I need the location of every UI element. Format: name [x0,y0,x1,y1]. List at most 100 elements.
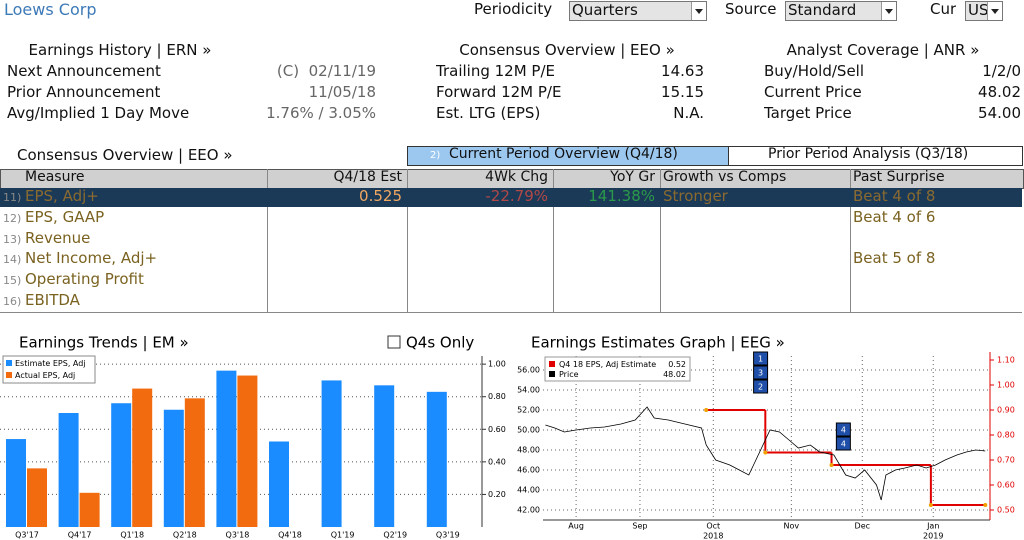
bar [132,388,153,527]
panel-title: Analyst Coverage | ANR » [786,41,980,59]
revision-count: 2 [758,383,763,392]
y2-tick-label: 0.80 [997,431,1015,440]
year-label: 2019 [923,532,943,540]
table-title: Consensus Overview | EEO » [17,146,233,164]
column-header: Measure [25,169,85,185]
panel-value: 1/2/0 [982,62,1021,80]
dropdown[interactable]: Quarters [569,1,707,21]
revision-count: 4 [841,426,846,435]
column-header: YoY Gr [610,169,655,185]
cell: -22.79% [485,187,548,205]
checkbox-label: Q4s Only [406,334,474,352]
arrow-glyph [695,9,703,14]
cell: Net Income, Adj+ [25,249,158,268]
chart-title: Earnings Estimates Graph | EEG » [531,334,785,352]
y-tick-label: 52.00 [517,406,540,415]
arrow-glyph [991,9,999,14]
tab-number: 2) [430,150,441,161]
tab[interactable] [728,146,1023,166]
bar [269,441,289,527]
dropdown-value: Quarters [572,1,638,19]
cell: Beat 4 of 8 [853,187,936,205]
dropdown[interactable]: Standard [785,1,897,21]
column-divider [407,169,408,312]
bar [79,492,100,527]
bar [216,370,237,527]
cell: Operating Profit [25,270,144,289]
column-header: Q4/18 Est [333,169,402,185]
price-line [545,406,986,501]
legend [544,356,691,382]
legend-label: Estimate EPS, Adj [15,359,86,368]
panel-label: Trailing 12M P/E [436,62,555,80]
x-tick-label: Q4'17 [68,531,92,540]
column-header: Past Surprise [853,169,945,185]
estimate-point [829,463,834,467]
panel-value: 11/05/18 [308,83,376,101]
legend-swatch [549,371,555,377]
panel-label: Target Price [764,104,852,122]
checkbox[interactable] [387,335,401,349]
estimate-point [928,503,933,507]
dropdown[interactable]: USD [965,1,1003,21]
panel-value: 1.76% / 3.05% [266,104,376,122]
panel-value: (C) 02/11/19 [276,62,376,80]
row-highlight[interactable] [0,188,1022,207]
y2-tick-label: 1.10 [997,356,1015,365]
x-tick-label: Nov [784,522,800,531]
x-tick-label: Sep [632,522,647,531]
bar [27,468,47,527]
panel-title: Consensus Overview | EEO » [459,41,675,59]
y2-tick-label: 0.50 [997,506,1015,515]
row-number: 14) [3,253,22,267]
y2-tick-label: 1.00 [997,381,1015,390]
arrow-glyph [885,9,893,14]
bar [374,385,395,527]
x-tick-label: Aug [568,522,584,531]
legend-swatch [6,360,12,366]
y-tick-label: 48.00 [517,446,540,455]
estimate-point [704,408,709,412]
row-number: 11) [3,191,22,204]
bar [58,413,79,527]
y-tick-label: 1.00 [488,360,506,369]
tab-label: Prior Period Analysis (Q3/18) [768,146,969,162]
legend-value: 48.02 [663,370,686,379]
bar [321,380,342,527]
panel-label: Current Price [764,83,862,101]
cell: Revenue [25,228,91,247]
dropdown-arrow [881,2,896,20]
revision-count: 3 [758,369,763,378]
x-tick-label: Q2'19 [383,531,407,540]
column-header: Growth vs Comps [663,169,787,185]
y-tick-label: 0.60 [488,425,506,434]
legend-label: Q4 18 EPS, Adj Estimate [559,360,656,369]
x-tick-label: Oct [706,522,720,531]
panel-value: 14.63 [661,62,704,80]
cell: EPS, GAAP [25,207,105,226]
x-tick-label: Q3'18 [226,531,250,540]
y-tick-label: 0.80 [488,392,506,401]
y-tick-label: 0.20 [488,490,506,499]
y-tick-label: 42.00 [517,506,540,515]
x-tick-label: Q1'19 [331,531,355,540]
x-tick-label: Dec [855,522,870,531]
estimate-point [983,503,988,507]
estimate-point [763,450,768,455]
revision-count: 1 [758,355,763,364]
panel-value: 15.15 [661,83,704,101]
revision-box [753,379,769,394]
x-tick-label: Q3'19 [436,531,460,540]
legend-swatch [549,361,555,367]
y-tick-label: 56.00 [517,366,540,375]
x-tick-label: Q3'17 [15,531,39,540]
bar [184,398,205,527]
legend-value: 0.52 [668,360,686,369]
y-tick-label: 44.00 [517,486,540,495]
control-label: Cur [930,0,957,18]
bar [163,409,184,527]
panel-label: Buy/Hold/Sell [764,62,865,80]
column-divider [267,169,268,312]
year-label: 2018 [703,532,723,540]
revision-count: 4 [841,440,846,449]
